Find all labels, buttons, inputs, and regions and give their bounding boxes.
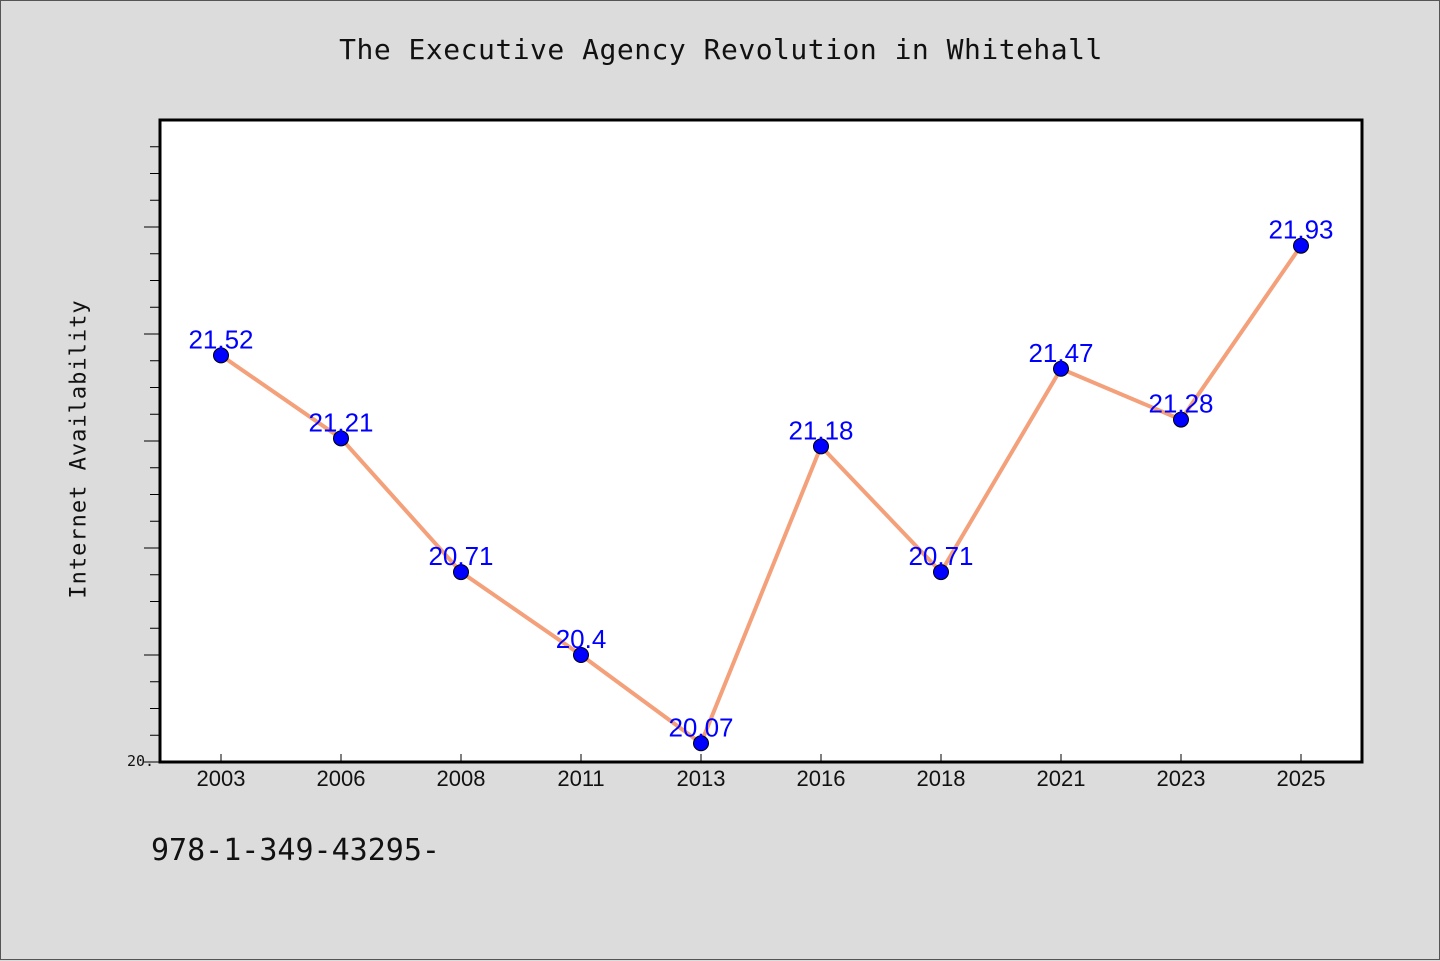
- plot-area: [158, 118, 1364, 764]
- data-label: 21.47: [1028, 338, 1093, 368]
- x-axis-ticks: 2003 2006 2008 2011 2013 2016 2018 2021 2023 2025: [197, 754, 1326, 791]
- data-point: [1293, 237, 1309, 254]
- x-tick-label: 2003: [197, 766, 246, 791]
- data-label: 21.21: [308, 407, 373, 437]
- x-tick-label: 2023: [1157, 766, 1206, 791]
- x-tick-label: 2011: [557, 766, 604, 791]
- data-point: [693, 735, 709, 752]
- data-label: 20.71: [908, 541, 973, 571]
- chart-title: The Executive Agency Revolution in White…: [339, 33, 1103, 66]
- x-tick-label: 2013: [677, 766, 726, 791]
- x-tick-label: 2018: [917, 766, 966, 791]
- data-point: [573, 647, 589, 663]
- data-label: 20.4: [556, 624, 607, 654]
- data-label: 21.52: [188, 324, 253, 354]
- data-point: [213, 347, 229, 364]
- data-point: [933, 564, 949, 581]
- x-tick-label: 2016: [797, 766, 846, 791]
- data-label: 21.18: [788, 415, 853, 445]
- x-tick-label: 2008: [437, 766, 486, 791]
- data-point: [1053, 360, 1069, 377]
- y-axis-ticks: [144, 146, 160, 763]
- data-label: 21.28: [1148, 389, 1213, 419]
- data-label: 20.07: [668, 712, 733, 742]
- x-tick-label: 2021: [1037, 766, 1086, 791]
- data-markers: [213, 237, 1309, 752]
- data-point: [333, 430, 349, 447]
- x-tick-label: 2025: [1277, 766, 1326, 791]
- data-point: [453, 564, 469, 581]
- x-tick-label: 2006: [317, 766, 366, 791]
- data-label: 20.71: [428, 541, 493, 571]
- data-point: [1173, 411, 1189, 428]
- data-label: 21.93: [1268, 215, 1333, 245]
- data-point: [813, 438, 829, 455]
- data-labels: 21.52 21.21 20.71 20.4 20.07 21.18 20.71 21.47 2…: [188, 215, 1333, 743]
- footnote-isbn: 978-1-349-43295-: [151, 833, 440, 868]
- series-line: [219, 244, 1303, 746]
- y-tick-label: 20.: [127, 752, 154, 770]
